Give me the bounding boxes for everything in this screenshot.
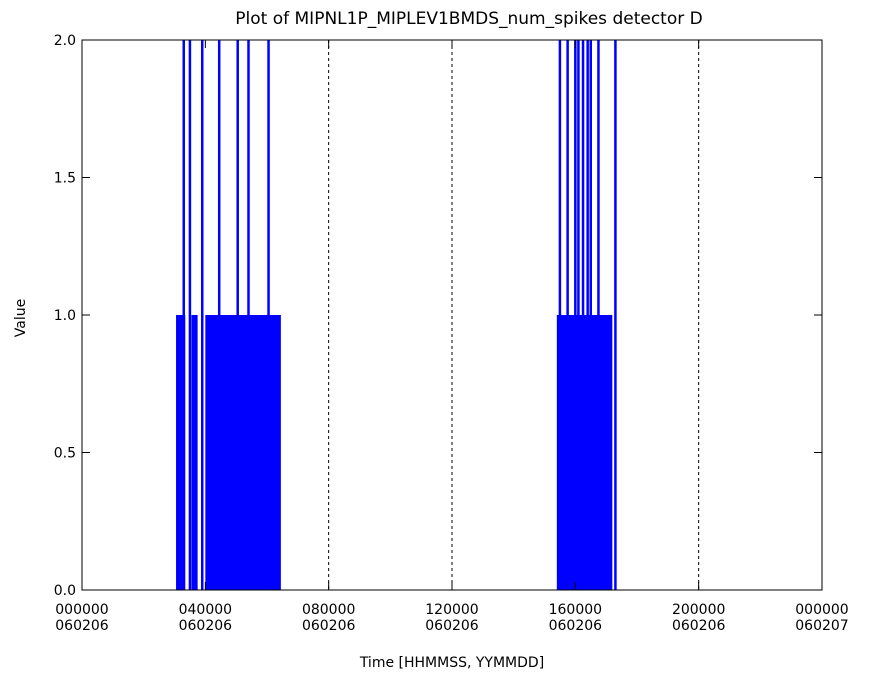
x-tick-time-6: 000000 <box>795 602 848 618</box>
x-tick-date-4: 060206 <box>549 618 603 634</box>
x-tick-date-5: 060206 <box>672 618 726 634</box>
x-tick-time-2: 080000 <box>302 602 355 618</box>
y-axis-label: Value <box>13 299 29 337</box>
x-tick-date-3: 060206 <box>425 618 479 634</box>
y-tick-label-4: 2.0 <box>54 33 76 49</box>
x-tick-time-1: 040000 <box>179 602 232 618</box>
y-tick-label-3: 1.5 <box>54 171 76 187</box>
x-tick-time-0: 000000 <box>55 602 108 618</box>
x-tick-date-2: 060206 <box>302 618 356 634</box>
x-tick-date-6: 060207 <box>795 618 848 634</box>
data-block-3 <box>556 315 613 590</box>
data-spikes <box>182 40 617 590</box>
x-tick-time-3: 120000 <box>425 602 478 618</box>
data-block-1 <box>191 315 198 590</box>
x-axis-ticks: 0000000602060400000602060800000602061200… <box>55 40 849 634</box>
x-tick-date-1: 060206 <box>179 618 233 634</box>
data-blocks <box>176 315 613 590</box>
data-block-0 <box>176 315 186 590</box>
x-tick-time-4: 160000 <box>549 602 602 618</box>
y-axis-ticks: 0.0 0.5 1.0 1.5 2.0 <box>54 33 822 599</box>
x-tick-date-0: 060206 <box>55 618 109 634</box>
y-tick-label-2: 1.0 <box>54 308 76 324</box>
x-tick-time-5: 200000 <box>672 602 725 618</box>
y-tick-label-1: 0.5 <box>54 446 76 462</box>
x-axis-label: Time [HHMMSS, YYMMDD] <box>359 655 544 671</box>
gridlines <box>328 40 700 590</box>
chart-title: Plot of MIPNL1P_MIPLEV1BMDS_num_spikes d… <box>235 9 702 29</box>
y-tick-label-0: 0.0 <box>54 583 76 599</box>
